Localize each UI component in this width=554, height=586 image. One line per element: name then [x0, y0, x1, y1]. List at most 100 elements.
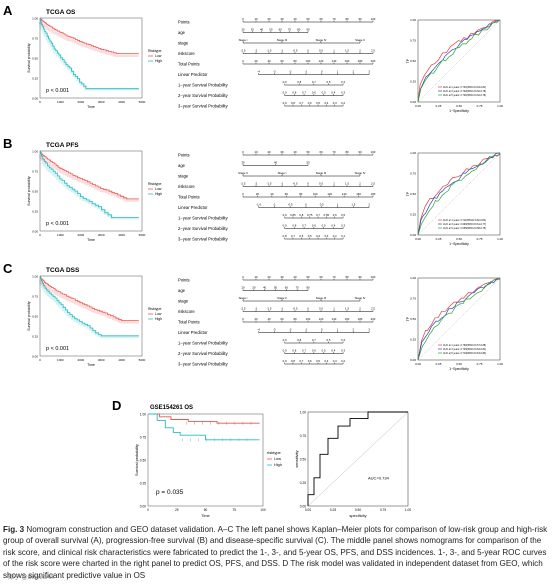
nomogram-tick-label: 40 — [267, 59, 271, 63]
nomogram-tick-label: 100 — [306, 317, 311, 321]
nomogram-tick-label: 30 — [280, 275, 284, 279]
nomogram-tick-label: -2 — [255, 48, 258, 52]
nomogram-tick-label: 1.5 — [345, 181, 349, 185]
nomogram-tick-label: -1.5 — [267, 48, 272, 52]
nomogram-tick-label: 60 — [280, 59, 284, 63]
nomogram-tick-label: 70 — [332, 17, 336, 21]
nomogram-tick-label: -1 — [281, 48, 284, 52]
nomogram-tick-label: 0.7 — [302, 223, 306, 227]
nomogram-tick-label: 120 — [319, 317, 324, 321]
roc-xlabel: 1−Specificity — [449, 242, 469, 246]
nomogram-tick-label: 0.8 — [297, 80, 301, 84]
nomogram-tick-label: -1.5 — [267, 306, 272, 310]
nomogram-tick-label: 30 — [280, 17, 284, 21]
nomogram-tick-label: 0.7 — [316, 213, 320, 217]
nomogram-tick-label: 0.6 — [312, 348, 316, 352]
nomogram-tick-label: 0 — [307, 306, 309, 310]
nomogram-label: 2−year Survival Probability — [178, 351, 229, 356]
km-low-ci-C — [39, 278, 139, 324]
km-d-ylabel: Survival probability — [135, 444, 139, 476]
km-xtick: 4000 — [118, 358, 125, 362]
km-frame-B — [39, 150, 143, 232]
km-xtick: 4000 — [118, 233, 125, 237]
km-low-curve-A — [40, 17, 139, 54]
roc-legend-item-A-2: AUC at 3 years: 0.702(95%CI:0.62-0.78) — [443, 90, 486, 93]
roc-ytick: 0.50 — [410, 192, 416, 196]
km-ytick: 0.75 — [32, 170, 38, 174]
nomogram-tick-label: 10 — [254, 17, 258, 21]
roc-legend-item-B-2: AUC at 3 years: 0.690(95%CI:0.61-0.77) — [443, 223, 486, 226]
nomogram-tick-label: 0.7 — [302, 348, 306, 352]
roc-xtick: 0.00 — [415, 104, 421, 108]
nomogram-tick-label: 0.9 — [283, 223, 287, 227]
km-ytick: 0.50 — [32, 57, 38, 61]
nomogram-tick-label: 60 — [285, 192, 289, 196]
nomogram-tick-label: 0.5 — [316, 359, 320, 363]
nomogram-tick-label: 20 — [267, 275, 271, 279]
roc-d-xtick: 0.50 — [355, 508, 361, 512]
km-ytick: 0.75 — [32, 295, 38, 299]
roc-ytick: 0.25 — [410, 338, 416, 342]
nomogram-tick-label: 20 — [267, 150, 271, 154]
km-xtick: 5000 — [139, 358, 146, 362]
nomogram-tick-label: -0.5 — [293, 48, 298, 52]
nomogram-tick-label: 0.5 — [320, 202, 324, 206]
nomogram-tick-label: 80 — [297, 27, 301, 31]
nomogram-tick-label: 80 — [345, 150, 349, 154]
nomogram-tick-label: 140 — [332, 317, 337, 321]
roc-ytick: 0.50 — [410, 317, 416, 321]
nomogram-tick-label: 0.3 — [324, 234, 328, 238]
roc-d-ytick: 1.00 — [300, 411, 306, 415]
nomogram-label: Linear Predictor — [178, 330, 208, 335]
nomogram-tick-label: 0.5 — [322, 223, 326, 227]
km-xtick: 2000 — [77, 100, 84, 104]
nomogram-tick-label: 0.85 — [290, 213, 296, 217]
roc-legend-item-A-3: AUC at 5 years: 0.701(95%CI:0.62-0.78) — [443, 94, 486, 97]
nomogram-tick-label: 70 — [288, 27, 292, 31]
km-high-curve-D — [148, 413, 260, 441]
nomogram-tick-label: Stage III — [277, 38, 288, 42]
roc-frame-D — [307, 411, 409, 507]
nomogram-label: 1−year Survival Probability — [178, 216, 229, 221]
nomogram-tick-label: 0.3 — [341, 338, 345, 342]
km-d-pvalue: p = 0.035 — [156, 489, 184, 496]
nomogram-tick-label: Stage II — [355, 38, 365, 42]
nomogram-tick-label: 0.2 — [341, 101, 345, 105]
nomogram-tick-label: 80 — [293, 59, 297, 63]
km-legend-high: High — [155, 192, 162, 196]
nomogram-tick-label: 0.1 — [341, 234, 345, 238]
nomogram-tick-label: 70 — [296, 285, 300, 289]
nomogram-tick-label: -1.6 — [256, 202, 261, 206]
nomogram-tick-label: 0.7 — [291, 234, 295, 238]
nomogram-tick-label: 80 — [345, 275, 349, 279]
km-ytick: 1.00 — [32, 17, 38, 21]
nomogram-tick-label: 0.3 — [341, 80, 345, 84]
km-high-ci-A — [39, 20, 139, 91]
nomogram-tick-label: 60 — [285, 285, 289, 289]
km-frame-A — [39, 17, 143, 99]
km-frame-D — [147, 413, 264, 507]
nomogram-label: 3−year Survival Probability — [178, 104, 229, 109]
nomogram-tick-label: 90 — [306, 27, 310, 31]
km-d-legend-title: risktype — [267, 450, 282, 455]
nomogram-tick-label: 2 — [359, 181, 361, 185]
roc-xtick: 0.00 — [415, 237, 421, 241]
roc-ytick: 0.25 — [410, 213, 416, 217]
nomogram-tick-label: 80 — [345, 17, 349, 21]
nomogram-label: Points — [178, 278, 190, 283]
roc-xtick: 1.00 — [497, 362, 503, 366]
nomogram-tick-label: -1 — [273, 202, 276, 206]
km-ytick: 0.50 — [32, 315, 38, 319]
nomogram-tick-label: 1 — [337, 69, 339, 73]
nomogram-label: Total Points — [178, 62, 200, 67]
panel-letter-A: A — [3, 3, 13, 18]
nomogram-tick-label: 0.5 — [319, 181, 323, 185]
nomogram-tick-label: 0.9 — [283, 90, 287, 94]
km-xtick: 3000 — [98, 233, 105, 237]
km-legend-title: Risktype — [148, 182, 161, 186]
nomogram-label: Linear Predictor — [178, 205, 208, 210]
nomogram-tick-label: Stage IV — [316, 38, 327, 42]
roc-d-ylabel: sensitivity — [294, 450, 299, 467]
nomogram-tick-label: -2.5 — [241, 306, 246, 310]
km-ytick: 0.75 — [32, 37, 38, 41]
